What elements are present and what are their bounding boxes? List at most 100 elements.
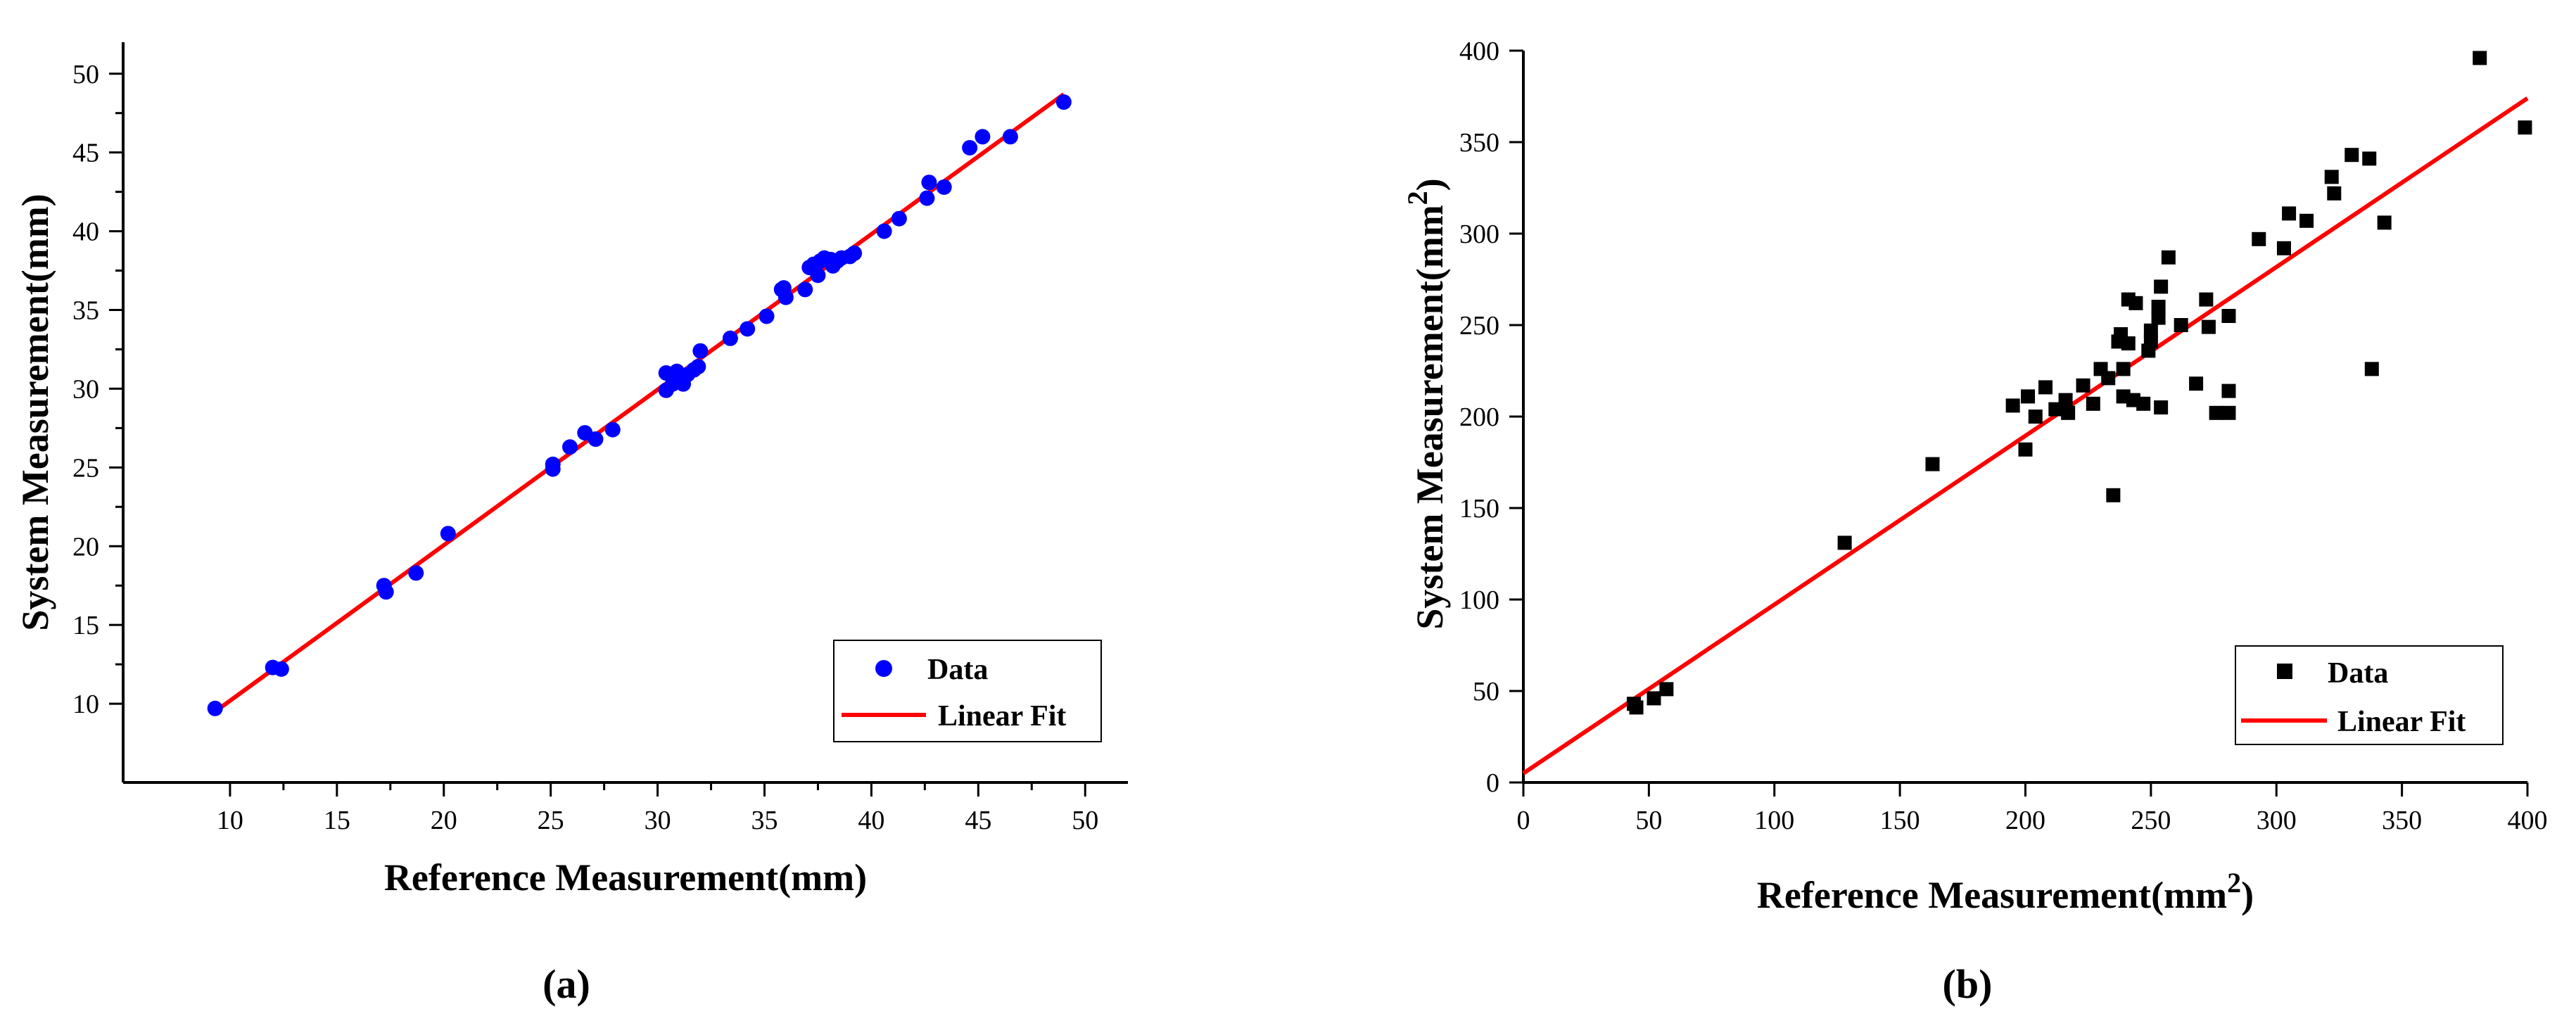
data-point	[1925, 457, 1940, 471]
x-axis-label: Reference Measurement(mm2)	[1757, 867, 2254, 916]
data-point	[378, 584, 394, 600]
y-tick-label: 15	[72, 611, 99, 640]
legend-data-marker	[875, 660, 892, 677]
data-points	[1626, 51, 2532, 715]
data-point	[2076, 378, 2090, 393]
x-tick-label: 25	[538, 806, 564, 835]
legend-fit-label: Linear Fit	[2337, 706, 2466, 738]
data-points	[207, 94, 1072, 716]
data-point	[2276, 241, 2291, 255]
x-tick-label: 50	[1072, 806, 1098, 835]
data-point	[440, 526, 456, 542]
legend-data-label: Data	[927, 654, 988, 686]
axis-ticks	[109, 72, 1086, 797]
data-point	[1647, 691, 1661, 706]
data-point	[2143, 323, 2158, 338]
data-point	[962, 139, 978, 156]
data-point	[562, 439, 578, 455]
data-point	[1837, 535, 1852, 550]
x-axis-label-sup: 2	[2227, 867, 2241, 899]
data-point	[797, 281, 813, 298]
y-axis-label-tail: )	[1409, 178, 1451, 191]
data-point	[778, 289, 794, 305]
data-point	[2086, 396, 2100, 411]
data-point	[692, 343, 709, 359]
linear-fit-line	[1522, 96, 2529, 775]
data-point	[2199, 292, 2214, 307]
chart-panel-a: 10 15 20 25 30 35 40 45 50 10 15 20 25 30 35 40 45 50 Ref…	[14, 42, 1128, 1007]
y-tick-label: 350	[1459, 128, 1499, 158]
y-tick-label: 0	[1486, 768, 1499, 798]
x-axis-label: Reference Measurement(mm)	[384, 856, 867, 899]
data-point	[2058, 393, 2073, 407]
data-point	[2116, 362, 2131, 376]
x-tick-label: 200	[2005, 806, 2045, 835]
data-point	[722, 330, 738, 346]
data-point	[846, 245, 863, 261]
data-point	[2154, 400, 2169, 414]
data-point	[1626, 697, 1641, 711]
data-point	[207, 700, 223, 716]
legend-fit-label: Linear Fit	[938, 700, 1066, 733]
x-tick-label: 250	[2131, 806, 2171, 835]
legend-data-label: Data	[2328, 657, 2388, 690]
data-point	[975, 129, 991, 145]
y-tick-label: 25	[72, 453, 99, 483]
x-axis-label-main: Reference Measurement(mm	[1757, 874, 2227, 916]
y-tick-label: 100	[1459, 585, 1499, 615]
data-point	[2106, 488, 2121, 502]
data-point	[2299, 213, 2314, 228]
data-point	[2154, 279, 2169, 294]
y-axis-label-main: System Measurement(mm	[1409, 205, 1451, 629]
data-point	[1659, 682, 1674, 697]
y-tick-label: 200	[1459, 402, 1499, 432]
data-point	[2061, 405, 2076, 420]
data-point	[759, 308, 775, 324]
data-point	[2174, 318, 2188, 332]
data-point	[891, 210, 907, 227]
data-point	[2136, 396, 2151, 411]
data-point	[2345, 148, 2359, 163]
data-point	[273, 661, 289, 677]
x-axis-label-tail: )	[2241, 874, 2254, 916]
data-point	[1055, 94, 1072, 110]
chart-panel-b: 0 50 100 150 200 250 300 350 400 0 50 100 150 200 250 3…	[1402, 37, 2548, 1007]
data-point	[2101, 371, 2116, 386]
data-point	[2252, 232, 2266, 246]
data-point	[2151, 300, 2166, 314]
data-point	[876, 223, 892, 239]
data-point	[936, 179, 952, 195]
data-point	[2189, 376, 2204, 391]
data-point	[2221, 309, 2236, 323]
data-point	[2324, 170, 2339, 184]
data-point	[2038, 380, 2053, 395]
x-tick-label: 0	[1517, 806, 1530, 835]
data-point	[2201, 319, 2216, 334]
x-tick-label: 40	[858, 806, 884, 835]
y-tick-label: 150	[1459, 494, 1499, 524]
tick-labels: 0 50 100 150 200 250 300 350 400 0 50 100 150 200 250 3…	[1459, 37, 2548, 835]
x-tick-label: 45	[965, 806, 991, 835]
data-point	[2143, 334, 2158, 349]
data-point	[2282, 206, 2297, 221]
data-point	[740, 321, 756, 337]
y-axis-label: System Measurement(mm2)	[1402, 178, 1451, 629]
data-point	[2473, 51, 2487, 65]
y-tick-label: 300	[1459, 220, 1499, 249]
y-tick-label: 20	[72, 532, 99, 562]
data-point	[2161, 250, 2176, 265]
x-tick-label: 20	[431, 806, 457, 835]
data-point	[2221, 405, 2236, 420]
data-point	[921, 175, 937, 191]
y-tick-label: 50	[72, 60, 99, 89]
x-tick-label: 15	[324, 806, 350, 835]
data-point	[810, 267, 826, 284]
data-point	[2151, 310, 2166, 325]
x-tick-label: 400	[2508, 806, 2548, 835]
data-point	[919, 190, 935, 206]
data-point	[604, 421, 621, 438]
legend-box	[2235, 645, 2504, 745]
data-point	[408, 565, 424, 581]
y-tick-label: 400	[1459, 37, 1499, 66]
y-tick-label: 250	[1459, 311, 1499, 341]
